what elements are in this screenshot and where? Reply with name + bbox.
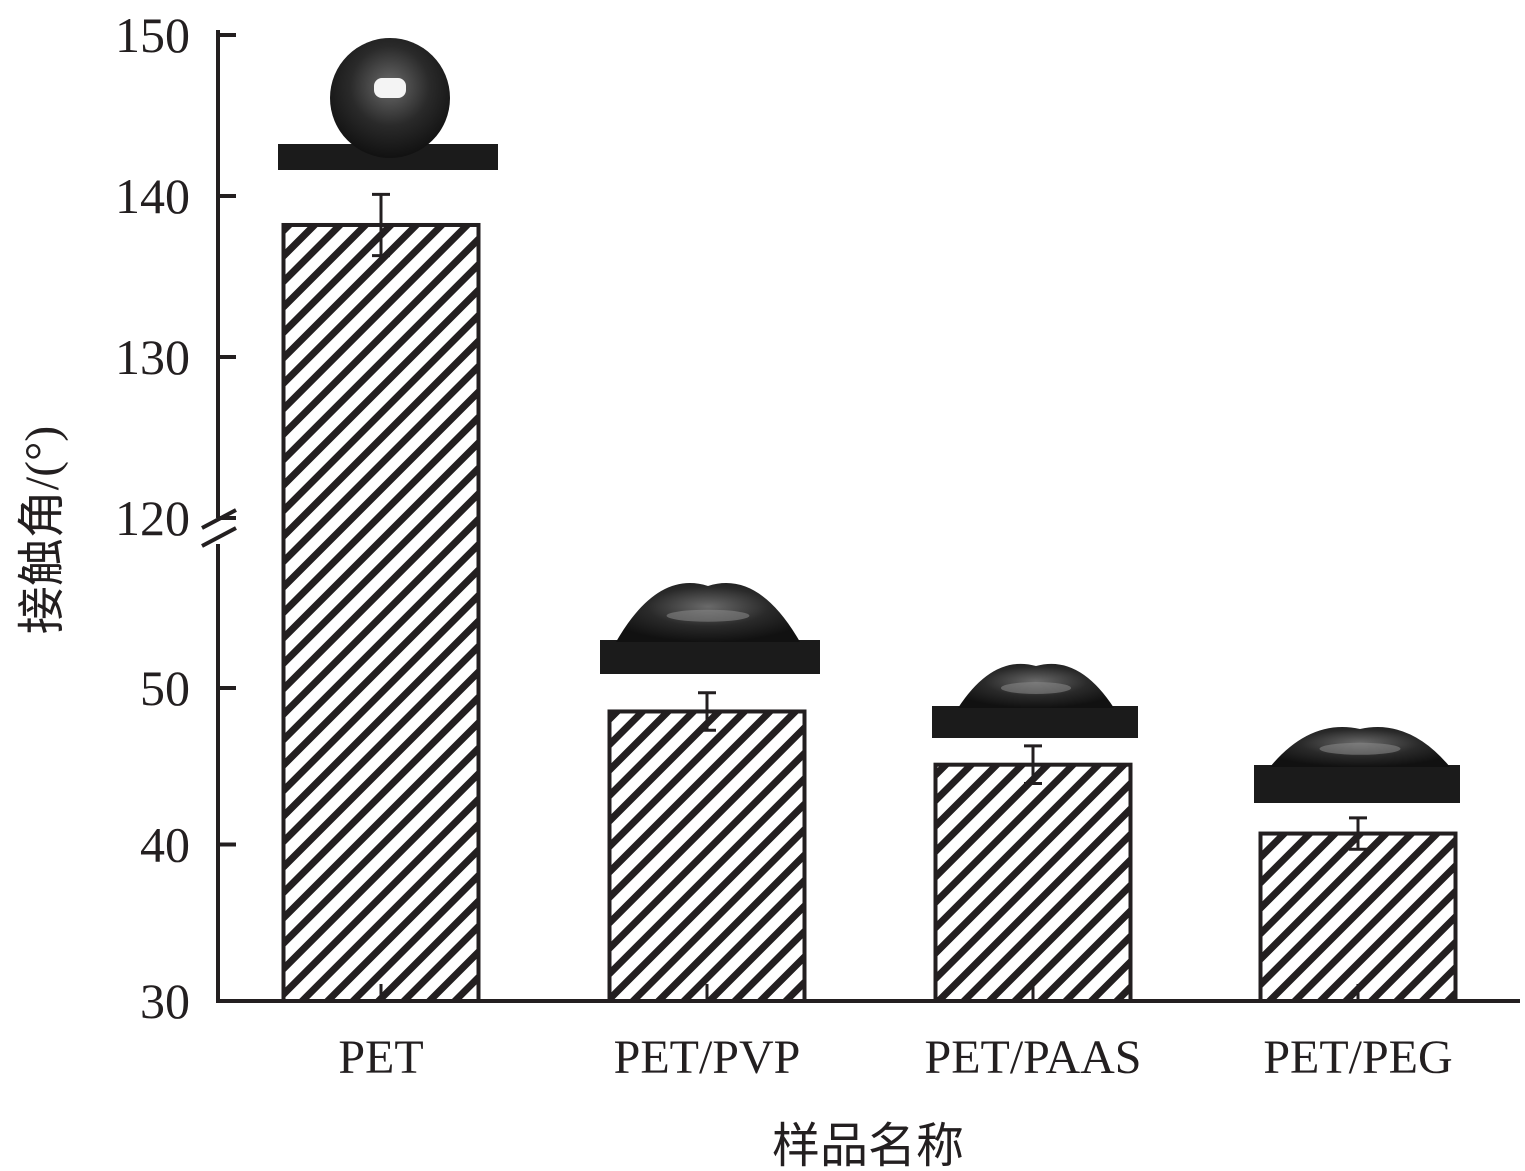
error-bar (1024, 744, 1042, 785)
y-tick-label: 50 (140, 660, 190, 716)
y-tick-label: 30 (140, 973, 190, 1029)
droplet-photo-pet-pvp (600, 583, 820, 674)
y-tick-label: 150 (115, 7, 190, 63)
droplet-photo-pet (278, 38, 498, 170)
error-bar (1349, 816, 1367, 851)
y-ticks: 30 40 50 120 130 140 150 (115, 7, 236, 1029)
y-tick-label: 140 (115, 168, 190, 224)
x-category-label: PET/PVP (614, 1031, 801, 1084)
x-category-label: PET/PEG (1263, 1031, 1452, 1084)
droplet-photo-pet-paas (932, 663, 1138, 738)
droplet-insets (278, 38, 1460, 803)
droplet-photo-pet-peg (1254, 727, 1460, 803)
y-tick-label: 120 (115, 490, 190, 546)
bars (281, 222, 1458, 1004)
x-axis-title: 样品名称 (772, 1120, 964, 1171)
y-tick-label: 130 (115, 329, 190, 385)
bar-pet-peg (1258, 831, 1458, 1003)
bar-pet (281, 222, 481, 1004)
error-bars (372, 192, 1367, 851)
bar-pet-paas (933, 762, 1133, 1003)
error-bar (372, 192, 390, 258)
error-bar (698, 691, 716, 732)
x-category-labels: PET PET/PVP PET/PAAS PET/PEG (338, 1031, 1452, 1084)
x-category-label: PET/PAAS (925, 1031, 1142, 1084)
bar-pet-pvp (607, 709, 807, 1003)
x-category-label: PET (338, 1031, 423, 1084)
y-tick-label: 40 (140, 817, 190, 873)
y-axis-title: 接触角/(°) (16, 426, 69, 635)
axes (200, 30, 1520, 1003)
